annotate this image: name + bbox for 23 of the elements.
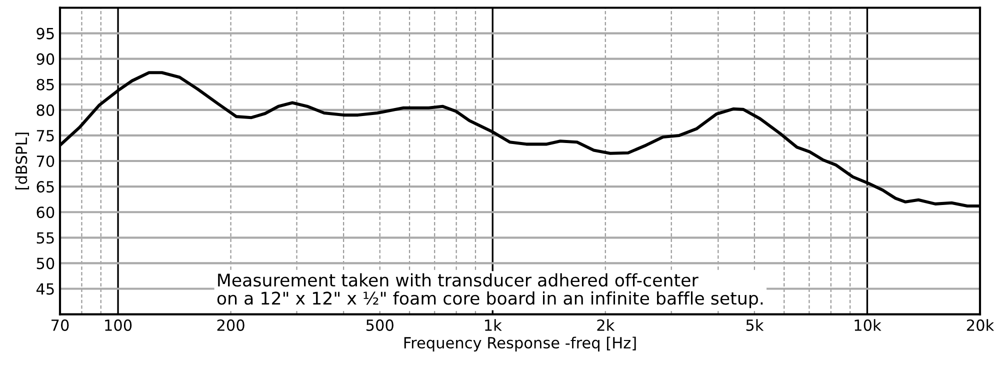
y-tick-label: 55 xyxy=(36,232,54,244)
y-tick-label: 45 xyxy=(36,283,54,295)
x-tick-label: 100 xyxy=(105,319,132,331)
y-tick-label: 65 xyxy=(36,181,54,193)
y-tick-label: 50 xyxy=(36,258,54,270)
y-tick-label: 70 xyxy=(36,155,54,168)
x-tick-label: 70 xyxy=(52,319,69,331)
x-tick-label: 5k xyxy=(746,319,764,331)
annotation: Measurement taken with transducer adhered off-center on a 12" x 12" x ½" foam core board in an infinite baffle setup. xyxy=(217,273,763,308)
x-axis-title: Frequency Response -freq [Hz] xyxy=(404,336,636,352)
y-tick-label: 60 xyxy=(36,206,54,218)
y-axis-title: [dBSPL] xyxy=(15,132,29,190)
x-tick-label: 2k xyxy=(597,319,615,331)
x-tick-label: 200 xyxy=(217,319,244,331)
y-tick-label: 75 xyxy=(36,130,54,142)
y-tick-label: 95 xyxy=(36,28,54,40)
y-tick-label: 90 xyxy=(36,53,54,65)
x-tick-label: 500 xyxy=(366,319,394,331)
y-tick-label: 80 xyxy=(36,104,54,116)
x-tick-label: 20k xyxy=(966,319,994,331)
y-tick-label: 85 xyxy=(36,78,54,90)
x-tick-label: 10k xyxy=(854,319,882,331)
x-tick-label: 1k xyxy=(485,319,502,331)
